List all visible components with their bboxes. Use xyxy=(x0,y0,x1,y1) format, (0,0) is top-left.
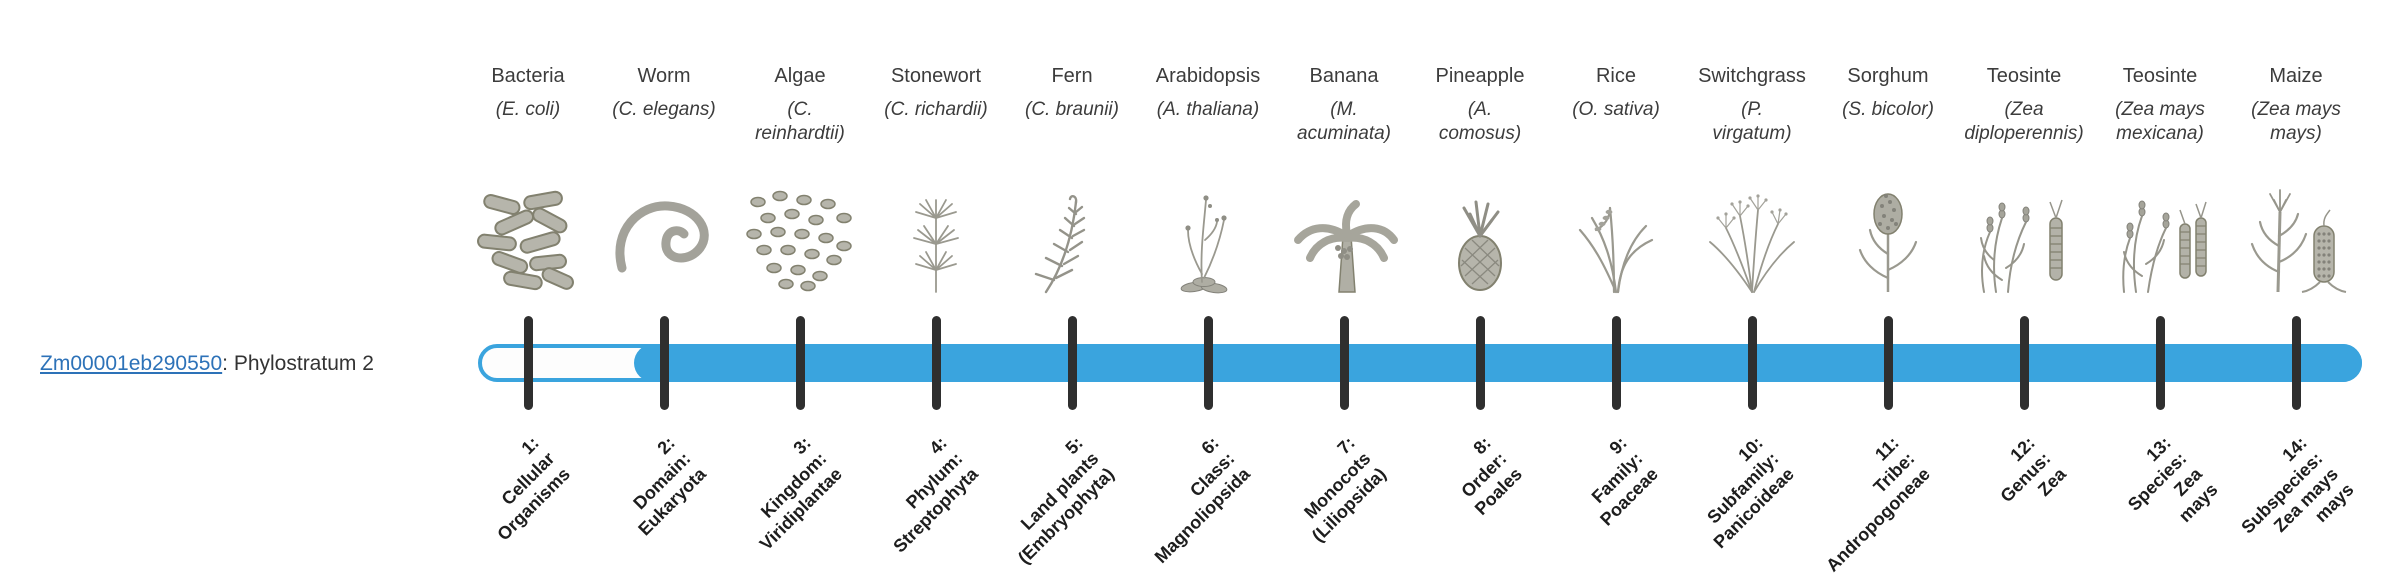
phylostratum-tick-2 xyxy=(660,316,669,410)
gene-label: Zm00001eb290550: Phylostratum 2 xyxy=(40,350,374,377)
organism-common-name: Fern xyxy=(1051,65,1093,87)
organism-scientific-name: (C. richardii) xyxy=(884,99,988,120)
organism-scientific-name: (A. thaliana) xyxy=(1156,99,1260,120)
phylostratum-tick-5 xyxy=(1068,316,1077,410)
phylostratum-tick-12 xyxy=(2020,316,2029,410)
phylostratum-tick-7 xyxy=(1340,316,1349,410)
stonewort-icon xyxy=(876,184,996,296)
phylostratum-tick-3 xyxy=(796,316,805,410)
organism-common-name: Teosinte xyxy=(2122,65,2198,87)
organism-scientific-name: (A. comosus) xyxy=(1438,99,1522,144)
organism-common-name: Algae xyxy=(774,65,826,87)
banana-icon xyxy=(1284,184,1404,296)
organism-scientific-name: (O. sativa) xyxy=(1572,99,1660,120)
organism-scientific-name: (M. acuminata) xyxy=(1297,99,1391,144)
organism-scientific-name: (E. coli) xyxy=(495,99,561,120)
phylostratum-tick-1 xyxy=(524,316,533,410)
organism-common-name: Rice xyxy=(1595,65,1636,87)
phylostratum-tick-11 xyxy=(1884,316,1893,410)
organism-column-algae: Algae (C. reinhardtii) xyxy=(725,64,875,296)
maize-icon xyxy=(2236,184,2356,296)
organism-common-name: Switchgrass xyxy=(1698,65,1806,87)
organism-column-rice: Rice (O. sativa) xyxy=(1541,64,1691,296)
organism-common-name: Pineapple xyxy=(1435,65,1525,87)
organism-column-maize: Maize (Zea mays mays) xyxy=(2221,64,2371,296)
organism-column-banana: Banana (M. acuminata) xyxy=(1269,64,1419,296)
organism-column-arabidopsis: Arabidopsis (A. thaliana) xyxy=(1133,64,1283,296)
organism-common-name: Worm xyxy=(637,65,691,87)
teosinte-diploperennis-icon xyxy=(1964,184,2084,296)
organism-column-stonewort: Stonewort (C. richardii) xyxy=(861,64,1011,296)
phylostratum-tick-9 xyxy=(1612,316,1621,410)
organism-scientific-name: (Zea diploperennis) xyxy=(1964,99,2084,144)
bacteria-icon xyxy=(468,184,588,296)
gene-label-suffix: : Phylostratum 2 xyxy=(222,352,374,375)
organism-column-pineapple: Pineapple (A. comosus) xyxy=(1405,64,1555,296)
phylostratum-bar-fill xyxy=(634,344,2362,382)
phylostratum-tick-14 xyxy=(2292,316,2301,410)
rice-icon xyxy=(1556,184,1676,296)
organism-column-sorghum: Sorghum (S. bicolor) xyxy=(1813,64,1963,296)
teosinte-mexicana-icon xyxy=(2100,184,2220,296)
organism-column-teosinte-diploperennis: Teosinte (Zea diploperennis) xyxy=(1949,64,2099,296)
organism-column-fern: Fern (C. braunii) xyxy=(997,64,1147,296)
organism-scientific-name: (Zea mays mays) xyxy=(2251,99,2341,144)
organism-common-name: Arabidopsis xyxy=(1155,65,1261,87)
organism-common-name: Stonewort xyxy=(890,65,982,87)
organism-scientific-name: (P. virgatum) xyxy=(1712,99,1792,144)
organism-common-name: Banana xyxy=(1309,65,1379,87)
phylostratum-tick-13 xyxy=(2156,316,2165,410)
phylostratum-tick-6 xyxy=(1204,316,1213,410)
organism-column-switchgrass: Switchgrass (P. virgatum) xyxy=(1677,64,1827,296)
organism-common-name: Sorghum xyxy=(1847,65,1929,87)
organism-scientific-name: (S. bicolor) xyxy=(1842,99,1934,120)
pineapple-icon xyxy=(1420,184,1540,296)
fern-icon xyxy=(1012,184,1132,296)
organism-scientific-name: (Zea mays mexicana) xyxy=(2115,99,2205,144)
organism-scientific-name: (C. reinhardtii) xyxy=(755,99,845,144)
arabidopsis-icon xyxy=(1148,184,1268,296)
organism-scientific-name: (C. elegans) xyxy=(612,99,716,120)
phylostratum-tick-4 xyxy=(932,316,941,410)
phylostratum-tick-8 xyxy=(1476,316,1485,410)
phylostratum-tick-10 xyxy=(1748,316,1757,410)
organism-common-name: Teosinte xyxy=(1986,65,2062,87)
worm-icon xyxy=(604,184,724,296)
organism-scientific-name: (C. braunii) xyxy=(1025,99,1119,120)
gene-id-link[interactable]: Zm00001eb290550 xyxy=(40,352,223,375)
sorghum-icon xyxy=(1828,184,1948,296)
algae-icon xyxy=(740,184,860,296)
switchgrass-icon xyxy=(1692,184,1812,296)
organism-column-worm: Worm (C. elegans) xyxy=(589,64,739,296)
organism-column-bacteria: Bacteria (E. coli) xyxy=(453,64,603,296)
organism-common-name: Bacteria xyxy=(491,65,565,87)
organism-common-name: Maize xyxy=(2269,65,2323,87)
organism-column-teosinte-mexicana: Teosinte (Zea mays mexicana) xyxy=(2085,64,2235,296)
